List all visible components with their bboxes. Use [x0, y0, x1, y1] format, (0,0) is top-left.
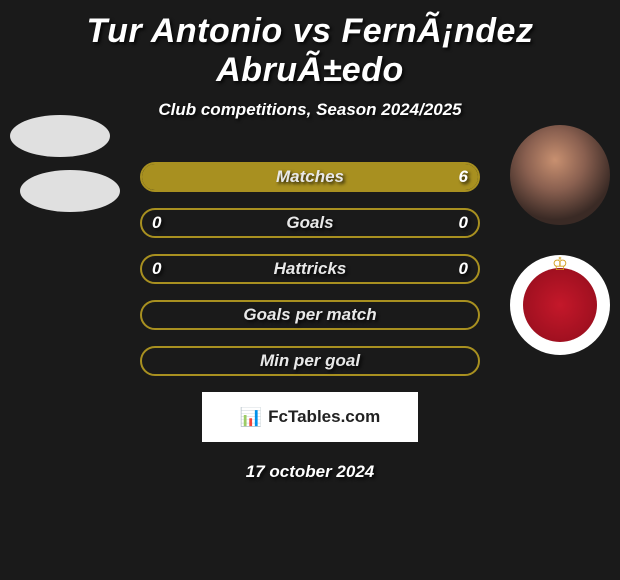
- stat-row: Min per goal: [140, 346, 480, 376]
- chart-icon: 📊: [240, 407, 262, 428]
- player1-avatar: [10, 115, 110, 157]
- player1-club-badge: [20, 170, 120, 212]
- comparison-title: Tur Antonio vs FernÃ¡ndez AbruÃ±edo: [0, 0, 620, 90]
- stat-label: Matches: [276, 167, 344, 187]
- stat-label: Goals: [286, 213, 333, 233]
- stat-label: Hattricks: [274, 259, 347, 279]
- stat-left-value: 0: [152, 259, 161, 279]
- stat-label: Goals per match: [243, 305, 376, 325]
- player2-avatar: [510, 125, 610, 225]
- stat-right-value: 0: [459, 259, 468, 279]
- stat-row: 0 Hattricks 0: [140, 254, 480, 284]
- club-badge-inner: ♔: [523, 268, 597, 342]
- stat-left-value: 0: [152, 213, 161, 233]
- stat-right-value: 6: [459, 167, 468, 187]
- stat-label: Min per goal: [260, 351, 360, 371]
- comparison-date: 17 october 2024: [0, 462, 620, 482]
- crown-icon: ♔: [552, 254, 568, 275]
- stat-row: Goals per match: [140, 300, 480, 330]
- comparison-subtitle: Club competitions, Season 2024/2025: [0, 100, 620, 120]
- player2-club-badge: ♔: [510, 255, 610, 355]
- watermark: 📊 FcTables.com: [202, 392, 418, 442]
- watermark-text: FcTables.com: [268, 407, 380, 427]
- stat-right-value: 0: [459, 213, 468, 233]
- stat-row: 0 Goals 0: [140, 208, 480, 238]
- stat-row: Matches 6: [140, 162, 480, 192]
